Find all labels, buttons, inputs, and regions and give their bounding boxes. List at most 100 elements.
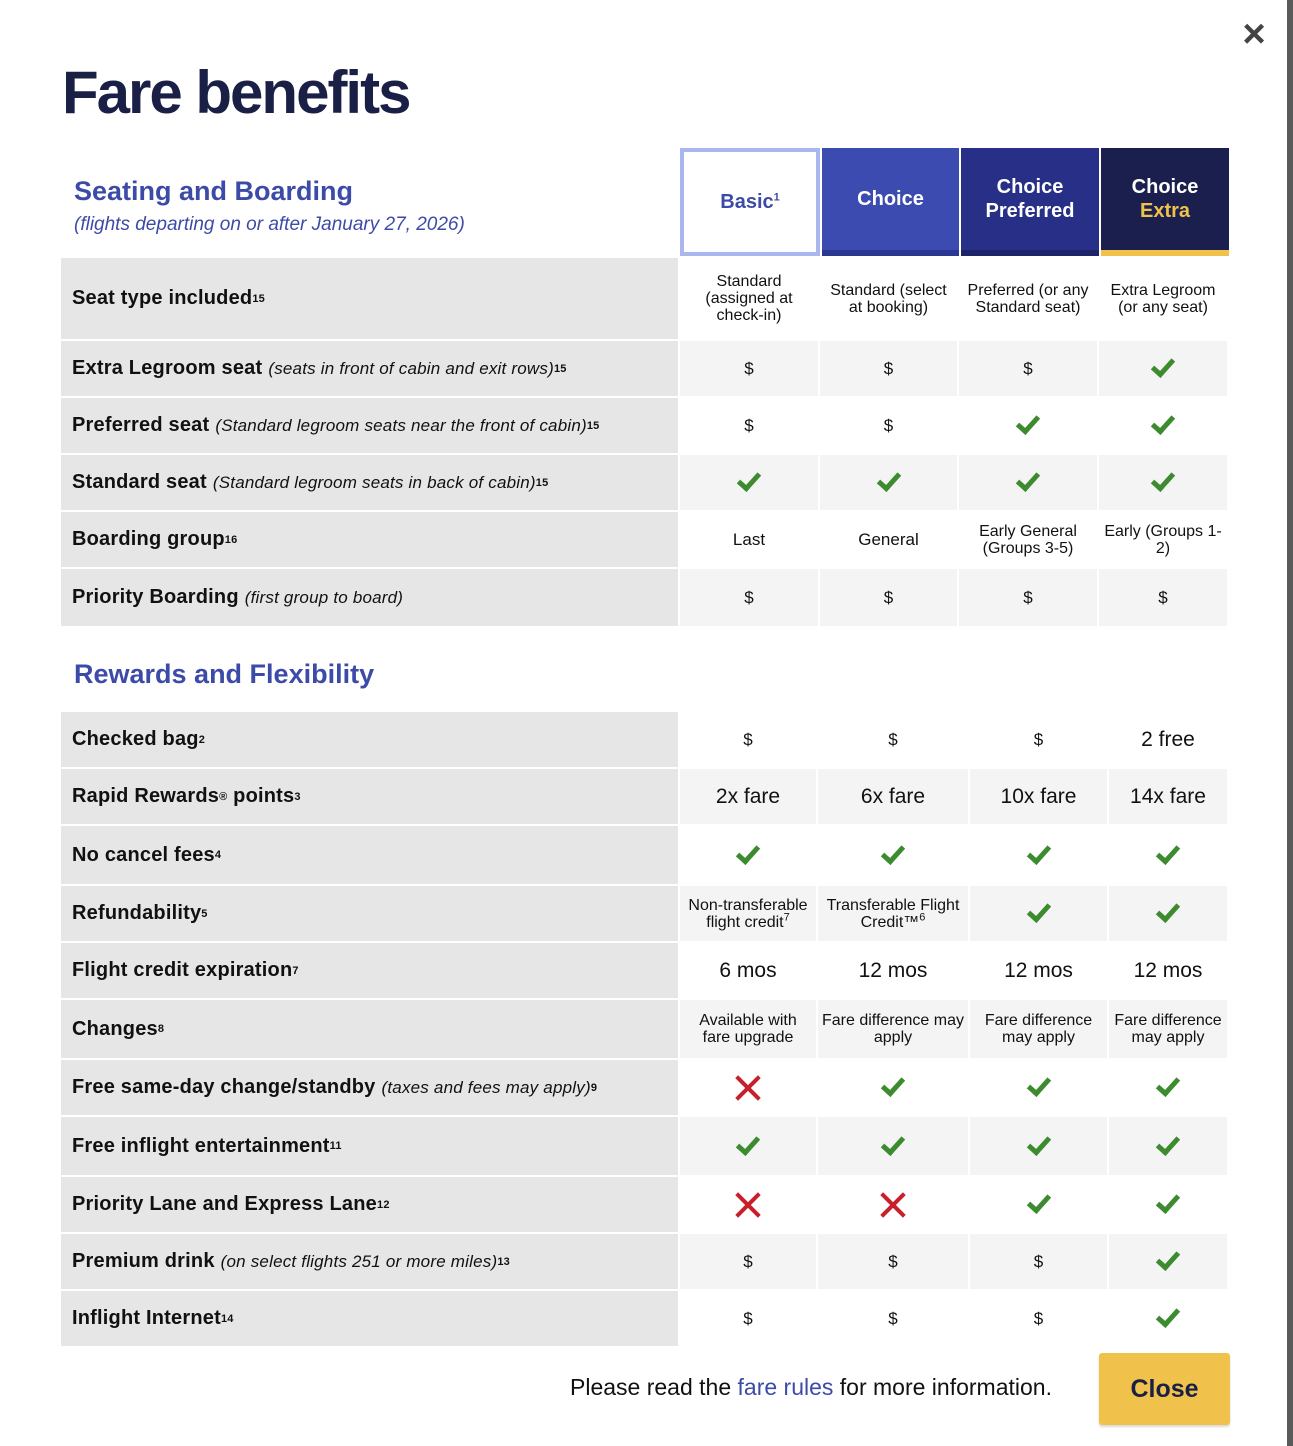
row-note: (Standard legroom seats near the front o… <box>215 415 587 435</box>
check-icon <box>736 466 762 493</box>
check-icon <box>1026 1130 1051 1156</box>
fare-cell <box>1109 826 1227 884</box>
check-icon <box>1150 409 1176 436</box>
row-label: Extra Legroom seat (seats in front of cab… <box>61 341 678 396</box>
fare-cell <box>680 826 816 884</box>
fare-cell: $ <box>680 1291 816 1346</box>
fare-cell: Transferable Flight Credit™6 <box>818 886 968 941</box>
check-icon <box>735 1130 761 1156</box>
fare-cell: $ <box>959 569 1097 626</box>
check-icon <box>880 1071 906 1098</box>
fare-cell <box>1109 1177 1227 1232</box>
row-label: Inflight Internet 14 <box>61 1291 678 1346</box>
check-icon <box>1026 1071 1051 1098</box>
table-row: Preferred seat (Standard legroom seats ne… <box>61 398 1229 453</box>
table-row: Flight credit expiration 7 6 mos 12 mos 12 m… <box>61 943 1229 998</box>
cross-icon <box>734 1191 762 1219</box>
fare-rules-note: Please read the fare rules for more info… <box>570 1374 1052 1400</box>
fare-cell <box>970 1117 1107 1175</box>
section-subtitle-seating: (flights departing on or after January 2… <box>74 214 465 235</box>
fare-rules-link[interactable]: fare rules <box>737 1374 834 1400</box>
row-label: Premium drink (on select flights 251 or m… <box>61 1234 678 1289</box>
section-title-rewards: Rewards and Flexibility <box>74 659 375 689</box>
fare-cell: $ <box>680 712 816 767</box>
table-row: Rapid Rewards ® points 3 2x fare 6x fare 10x … <box>61 769 1229 824</box>
check-icon <box>1026 839 1051 865</box>
row-label: Changes 8 <box>61 1000 678 1058</box>
fare-cell: 2x fare <box>680 769 816 824</box>
fare-cell <box>1099 341 1227 396</box>
row-label: Boarding group 16 <box>61 512 678 567</box>
fare-cell: 14x fare <box>1109 769 1227 824</box>
check-icon <box>876 466 901 493</box>
row-label: Free same-day change/standby (taxes and f… <box>61 1060 678 1115</box>
row-label: Preferred seat (Standard legroom seats ne… <box>61 398 678 453</box>
row-label: Checked bag 2 <box>61 712 678 767</box>
fare-cell: $ <box>680 398 818 453</box>
fare-cell: $ <box>959 341 1097 396</box>
fare-cell <box>818 1117 968 1175</box>
fare-cell: $ <box>820 569 957 626</box>
fare-cell <box>970 1060 1107 1115</box>
check-icon <box>1015 409 1041 436</box>
close-icon[interactable]: × <box>1242 12 1266 56</box>
fare-cell: $ <box>970 1291 1107 1346</box>
fare-cell: Available with fare upgrade <box>680 1000 816 1058</box>
row-label: Rapid Rewards ® points 3 <box>61 769 678 824</box>
fare-cell: Last <box>680 512 818 567</box>
page-title: Fare benefits <box>62 59 411 126</box>
fare-cell <box>1109 1234 1227 1289</box>
fare-cell <box>970 1177 1107 1232</box>
table-row: Free same-day change/standby (taxes and f… <box>61 1060 1229 1115</box>
fare-cell: Early General (Groups 3-5) <box>959 512 1097 567</box>
cross-icon <box>879 1191 907 1219</box>
fare-cell: $ <box>680 341 818 396</box>
fare-cell: Non-transferable flight credit7 <box>680 886 816 941</box>
row-note: (Standard legroom seats in back of cabin… <box>212 472 536 492</box>
fare-cell: Fare difference may apply <box>970 1000 1107 1058</box>
fare-cell <box>1109 1291 1227 1346</box>
check-icon <box>1026 1188 1051 1215</box>
table-row: Priority Boarding (first group to board) $… <box>61 569 1229 626</box>
row-label: No cancel fees 4 <box>61 826 678 884</box>
fare-cell: $ <box>680 1234 816 1289</box>
check-icon <box>1155 1071 1181 1098</box>
fare-header-choice-extra: Choice Extra <box>1101 148 1229 256</box>
fare-cell: 6 mos <box>680 943 816 998</box>
cross-icon <box>734 1074 762 1102</box>
fare-cell <box>959 455 1097 510</box>
check-icon <box>1155 897 1181 924</box>
close-button[interactable]: Close <box>1099 1353 1230 1425</box>
fare-cell: $ <box>820 398 957 453</box>
fare-cell: $ <box>820 341 957 396</box>
row-note: (on select flights 251 or more miles) <box>220 1251 498 1271</box>
row-label: Free inflight entertainment 11 <box>61 1117 678 1175</box>
table-row: Free inflight entertainment 11 <box>61 1117 1229 1175</box>
row-note: (seats in front of cabin and exit rows) <box>268 358 554 378</box>
table-row: Changes 8 Available with fare upgrade Fare … <box>61 1000 1229 1058</box>
check-icon <box>1026 897 1051 924</box>
check-icon <box>880 1130 906 1156</box>
fare-cell: 6x fare <box>818 769 968 824</box>
table-row: Premium drink (on select flights 251 or m… <box>61 1234 1229 1289</box>
check-icon <box>1015 466 1041 493</box>
row-label: Refundability 5 <box>61 886 678 941</box>
check-icon <box>880 839 906 865</box>
table-row: Priority Lane and Express Lane 12 <box>61 1177 1229 1232</box>
fare-header-choice-preferred: Choice Preferred <box>961 148 1099 256</box>
check-icon <box>1150 352 1176 379</box>
fare-cell <box>1109 886 1227 941</box>
fare-cell: 12 mos <box>1109 943 1227 998</box>
check-icon <box>1155 1188 1181 1215</box>
table-row: Refundability 5 Non-transferable flight cr… <box>61 886 1229 941</box>
fare-cell: $ <box>970 1234 1107 1289</box>
fare-cell: 12 mos <box>970 943 1107 998</box>
row-note: (first group to board) <box>244 587 404 607</box>
fare-cell <box>818 826 968 884</box>
table-row: Inflight Internet 14 $ $ $ <box>61 1291 1229 1346</box>
fare-cell: $ <box>818 712 968 767</box>
fare-cell <box>818 1177 968 1232</box>
fare-header-basic: Basic1 <box>680 148 820 256</box>
scrollbar-edge <box>1287 0 1293 1446</box>
fare-cell <box>1099 455 1227 510</box>
